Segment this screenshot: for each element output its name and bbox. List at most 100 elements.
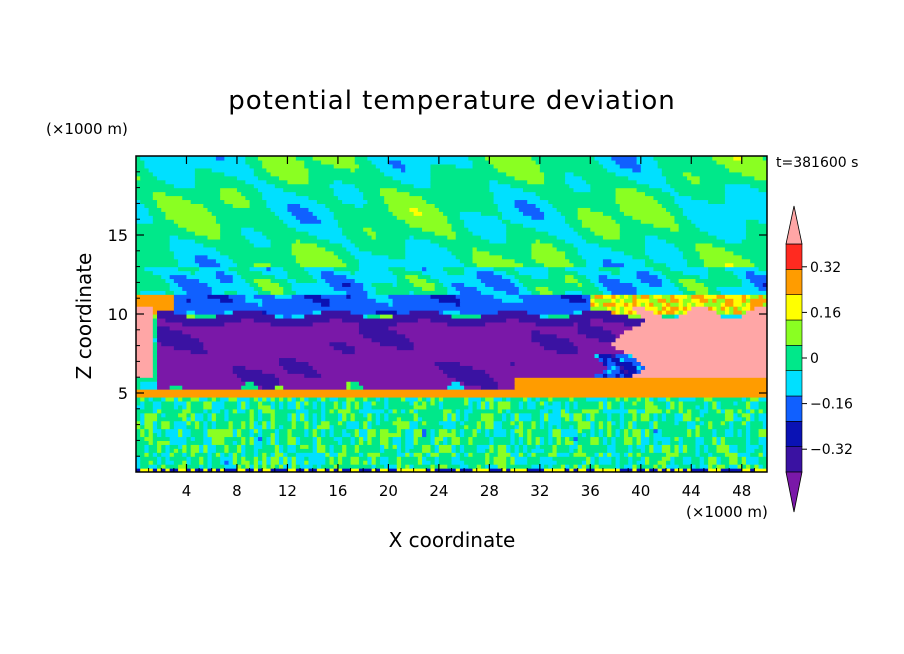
contour-cell (401, 440, 406, 445)
contour-cell (506, 396, 511, 402)
contour-cell (518, 207, 541, 212)
contour-cell (140, 428, 146, 434)
contour-cell (602, 262, 625, 268)
contour-cell (245, 456, 255, 461)
contour-cell (245, 156, 259, 161)
contour-cell (266, 266, 272, 272)
contour-cell (173, 302, 259, 307)
contour-cell (295, 412, 301, 418)
contour-cell (329, 432, 335, 438)
contour-cell (136, 246, 171, 252)
contour-cell (413, 211, 423, 216)
contour-cell (262, 369, 289, 374)
contour-cell (291, 424, 297, 430)
contour-cell (666, 400, 671, 406)
contour-cell (632, 373, 767, 378)
contour-cell (745, 420, 751, 426)
contour-cell (434, 444, 440, 449)
contour-cell (531, 246, 558, 252)
contour-cell (720, 460, 730, 465)
contour-cell (628, 353, 633, 359)
contour-cell (699, 448, 705, 453)
contour-cell (535, 238, 541, 244)
contour-cell (548, 464, 554, 469)
contour-cell (140, 175, 158, 181)
contour-cell (708, 408, 718, 414)
contour-cell (619, 270, 638, 276)
contour-cell (636, 412, 642, 418)
contour-cell (716, 444, 730, 449)
contour-cell (678, 404, 684, 410)
contour-cell (565, 219, 583, 224)
contour-cell (257, 420, 263, 426)
contour-cell (602, 373, 608, 378)
contour-cell (136, 317, 154, 323)
contour-cell (468, 464, 478, 469)
contour-cell (262, 460, 268, 465)
contour-cell (649, 456, 663, 461)
contour-cell (363, 420, 368, 426)
contour-cell (661, 456, 671, 461)
contour-cell (241, 436, 246, 441)
contour-cell (417, 396, 423, 402)
contour-cell (539, 444, 554, 449)
contour-cell (384, 412, 389, 418)
contour-cell (350, 432, 356, 438)
contour-cell (586, 274, 600, 280)
contour-cell (401, 396, 406, 402)
contour-cell (687, 175, 701, 181)
contour-cell (548, 428, 554, 434)
contour-cell (211, 416, 217, 422)
contour-cell (430, 167, 499, 173)
contour-cell (459, 258, 474, 264)
contour-cell (207, 416, 213, 422)
contour-cell (573, 341, 612, 347)
contour-cell (358, 266, 389, 272)
contour-cell (262, 424, 268, 430)
contour-cell (388, 254, 406, 260)
contour-cell (304, 416, 310, 422)
contour-cell (678, 464, 692, 469)
contour-cell (375, 290, 411, 295)
contour-cell (220, 468, 225, 472)
contour-cell (628, 396, 638, 402)
contour-cell (594, 432, 600, 438)
contour-cell (539, 207, 558, 212)
contour-cell (396, 464, 402, 469)
contour-cell (480, 428, 486, 434)
contour-cell (157, 203, 204, 208)
contour-cell (590, 420, 596, 426)
contour-cell (165, 444, 171, 449)
contour-cell (544, 464, 549, 469)
contour-cell (358, 321, 398, 327)
contour-cell (598, 302, 604, 307)
contour-cell (619, 373, 625, 378)
contour-cell (321, 294, 347, 299)
contour-cell (396, 448, 402, 453)
colorbar-swatch (785, 319, 803, 346)
contour-cell (670, 294, 676, 299)
colorbar-extend-top (785, 205, 803, 245)
contour-cell (413, 282, 436, 287)
contour-cell (489, 428, 495, 434)
contour-cell (615, 333, 621, 339)
contour-cell (358, 404, 364, 410)
contour-cell (695, 278, 743, 283)
contour-cell (392, 444, 398, 449)
contour-cell (136, 156, 141, 161)
contour-cell (157, 357, 280, 362)
contour-cell (703, 436, 713, 441)
contour-cell (173, 219, 217, 224)
contour-cell (136, 400, 141, 406)
contour-cell (577, 420, 591, 426)
contour-cell (476, 420, 482, 426)
contour-cell (687, 444, 697, 449)
contour-cell (194, 238, 251, 244)
contour-cell (182, 404, 188, 410)
contour-cell (548, 432, 554, 438)
contour-cell (253, 242, 272, 248)
contour-cell (316, 440, 322, 445)
colorbar-swatch (785, 395, 803, 422)
contour-cell (745, 400, 751, 406)
contour-cell (346, 428, 356, 434)
